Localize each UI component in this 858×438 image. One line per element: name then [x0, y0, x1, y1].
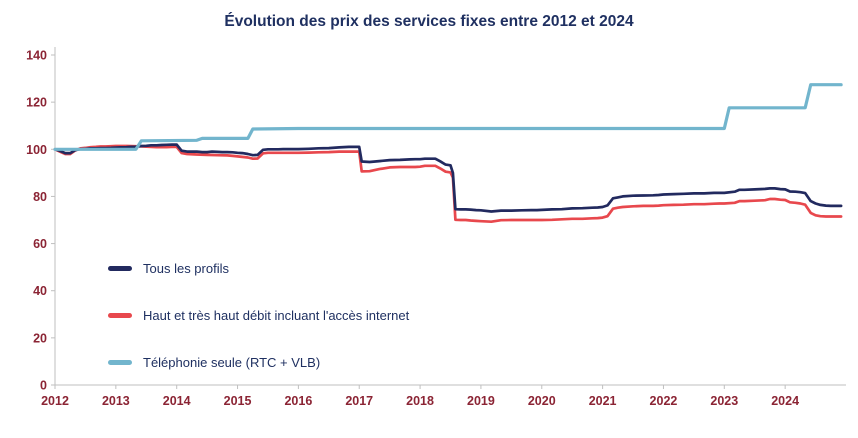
legend-swatch: [108, 265, 132, 271]
series-line-1: [53, 144, 843, 224]
y-tick-label: 140: [26, 49, 47, 63]
legend-item-2: Téléphonie seule (RTC + VLB): [108, 353, 409, 371]
legend-label: Haut et très haut débit incluant l'accès…: [143, 307, 410, 323]
x-tick-label: 2017: [345, 394, 373, 408]
chart-container: 0 20 40 60 80 100 120 140 2012 2013 2014 2015 2016 20…: [0, 40, 858, 425]
y-tick-label: 100: [26, 143, 47, 157]
x-tick-label: 2014: [163, 394, 191, 408]
y-tick-label: 120: [26, 96, 47, 110]
x-tick-label: 2012: [41, 394, 69, 408]
chart-legend: Tous les profils Haut et très haut débit …: [108, 259, 409, 371]
x-tick-label: 2013: [102, 394, 130, 408]
x-tick-label: 2024: [771, 394, 799, 408]
legend-swatch: [108, 359, 132, 365]
y-tick-label: 40: [33, 284, 47, 298]
legend-swatch: [108, 312, 132, 318]
y-tick-label: 0: [40, 379, 47, 393]
x-tick-label: 2020: [528, 394, 556, 408]
series-line-0: [53, 143, 843, 213]
x-tick-label: 2023: [710, 394, 738, 408]
y-tick-label: 80: [33, 190, 47, 204]
chart-title: Évolution des prix des services fixes en…: [224, 13, 634, 30]
x-tick-label: 2018: [406, 394, 434, 408]
legend-label: Téléphonie seule (RTC + VLB): [143, 354, 321, 370]
y-tick-label: 60: [33, 237, 47, 251]
line-chart: 0 20 40 60 80 100 120 140 2012 2013 2014 2015 2016 20…: [26, 47, 846, 408]
series-line-2: [53, 83, 843, 151]
x-tick-label: 2015: [224, 394, 252, 408]
legend-item-0: Tous les profils: [108, 259, 409, 277]
legend-item-1: Haut et très haut débit incluant l'accès…: [108, 306, 409, 324]
legend-label: Tous les profils: [143, 260, 229, 276]
x-tick-label: 2019: [467, 394, 495, 408]
x-tick-label: 2022: [650, 394, 678, 408]
x-tick-label: 2021: [589, 394, 617, 408]
x-tick-label: 2016: [284, 394, 312, 408]
y-tick-label: 20: [33, 331, 47, 345]
